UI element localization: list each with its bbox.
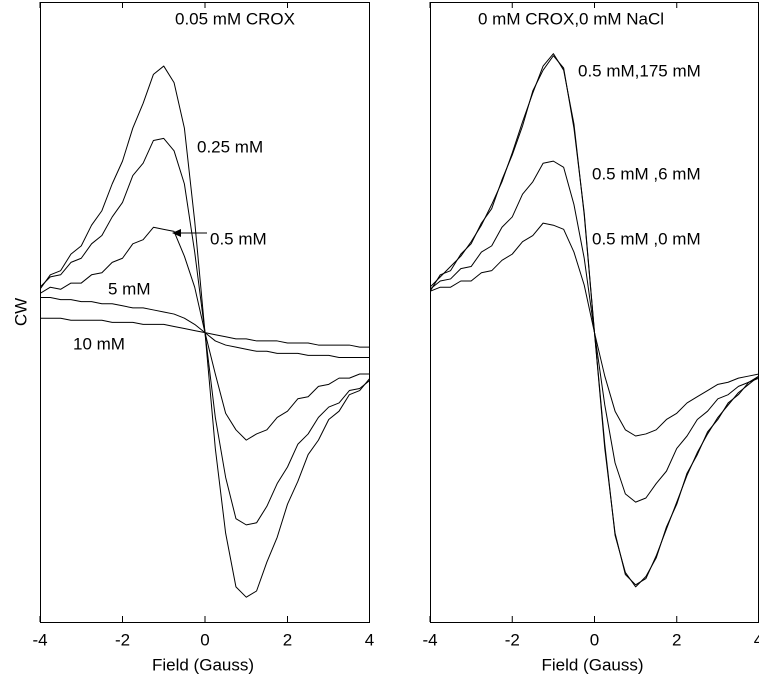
x-tick-label: 2 <box>283 630 292 649</box>
x-tick-label: 2 <box>672 630 681 649</box>
series-label: 0.5 mM,175 mM <box>578 61 701 80</box>
plot-frame <box>430 2 759 623</box>
plot-area <box>40 65 370 598</box>
x-tick-label: -2 <box>115 630 130 649</box>
x-tick-label: -2 <box>505 630 520 649</box>
series-line <box>430 55 759 588</box>
series-label: 0.5 mM ,0 mM <box>592 229 701 248</box>
x-axis-label: Field (Gauss) <box>541 655 643 674</box>
series-label: 0.5 mM <box>210 229 267 248</box>
series-label: 10 mM <box>73 334 125 353</box>
series-label: 5 mM <box>108 279 151 298</box>
x-tick-label: 0 <box>590 630 599 649</box>
x-tick-label: -4 <box>32 630 47 649</box>
x-tick-label: -4 <box>422 630 437 649</box>
series-line <box>430 222 759 437</box>
plot-area <box>430 53 759 588</box>
series-label: 0 mM CROX,0 mM NaCl <box>478 9 664 28</box>
x-tick-label: 4 <box>365 630 374 649</box>
series-label: 0.5 mM ,6 mM <box>592 164 701 183</box>
x-tick-label: 0 <box>200 630 209 649</box>
x-tick-label: 4 <box>754 630 759 649</box>
series-line <box>40 317 370 348</box>
series-label: 0.25 mM <box>197 137 263 156</box>
x-axis-label: Field (Gauss) <box>152 655 254 674</box>
arrow-head <box>172 229 181 237</box>
plot-frame <box>40 2 370 623</box>
series-line <box>430 53 759 586</box>
series-label: 0.05 mM CROX <box>175 9 295 28</box>
y-axis-label: CW <box>11 298 30 326</box>
